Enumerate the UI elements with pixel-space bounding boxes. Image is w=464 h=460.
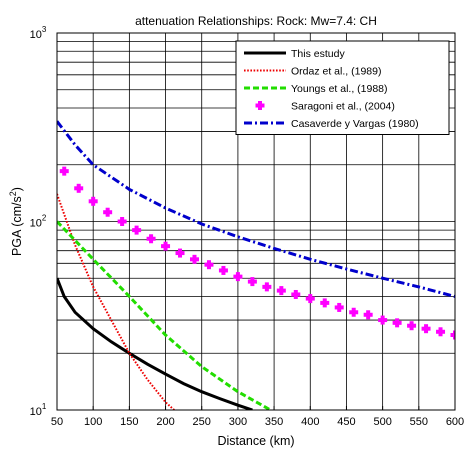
data-point: [161, 241, 171, 251]
series-saragoni-et-al-2004: [59, 166, 455, 340]
y-axis-label-main: PGA (cm/s: [10, 196, 24, 256]
legend-item: Youngs et al., (1988): [244, 83, 388, 95]
plot-frame: [56, 32, 456, 411]
legend-item: Casaverde y Vargas (1980): [244, 118, 419, 130]
y-tick-exp: 2: [42, 214, 47, 223]
x-tick-label: 600: [446, 416, 464, 428]
y-tick-label: 101: [30, 402, 47, 418]
y-tick-label: 103: [30, 25, 47, 41]
data-point: [218, 265, 228, 275]
data-point: [291, 289, 301, 299]
y-axis-label-end: ): [10, 187, 24, 191]
data-point: [189, 254, 199, 264]
x-tick-label: 50: [51, 416, 63, 428]
x-tick-label: 500: [373, 416, 391, 428]
x-tick-label: 450: [337, 416, 355, 428]
legend-item: Saragoni et al., (2004): [255, 101, 395, 113]
series-youngs-et-al-1988-line: [57, 220, 272, 410]
data-point: [204, 260, 214, 270]
series-ordaz-et-al-1989-line: [57, 193, 175, 410]
data-point: [421, 324, 431, 334]
legend-marker: [255, 101, 265, 110]
data-point: [132, 225, 142, 235]
legend-item: This estudy: [244, 48, 345, 60]
data-point: [407, 321, 417, 331]
series-this-estudy-line: [57, 277, 253, 410]
legend: This estudy Ordaz et al., (1989) Youngs et…: [235, 40, 450, 135]
x-tick-label: 150: [120, 416, 138, 428]
series-layer: [57, 120, 455, 410]
chart-title: attenuation Relationships: Rock: Mw=7.4:…: [135, 14, 377, 28]
data-point: [320, 298, 330, 308]
x-tick-label: 350: [265, 416, 283, 428]
x-tick-label: 550: [410, 416, 428, 428]
x-axis-ticks: 50 100 150 200 250 300 350 400 450 500 550 600: [51, 406, 464, 428]
y-tick-exp: 3: [42, 25, 47, 34]
x-tick-label: 200: [156, 416, 174, 428]
data-point: [233, 272, 243, 282]
data-point: [450, 330, 455, 340]
data-point: [378, 315, 388, 325]
data-point: [363, 310, 373, 320]
legend-label: Casaverde y Vargas (1980): [291, 118, 419, 130]
x-tick-label: 100: [84, 416, 102, 428]
y-tick-exp: 1: [42, 402, 47, 411]
data-point: [146, 234, 156, 244]
legend-item: Ordaz et al., (1989): [244, 66, 381, 78]
data-point: [117, 217, 127, 226]
legend-label: Saragoni et al., (2004): [291, 101, 395, 113]
y-tick-base: 10: [30, 29, 42, 41]
y-axis-label-exp: 2: [8, 191, 18, 196]
data-point: [59, 166, 69, 176]
y-tick-label: 102: [30, 214, 47, 230]
data-point: [305, 294, 315, 304]
legend-label: Youngs et al., (1988): [291, 83, 388, 95]
data-point: [349, 307, 359, 317]
x-axis-label: Distance (km): [217, 434, 294, 448]
data-point: [175, 248, 185, 258]
y-axis-label: PGA (cm/s2): [8, 187, 24, 256]
data-point: [392, 318, 402, 328]
legend-label: This estudy: [291, 48, 345, 60]
y-tick-base: 10: [30, 406, 42, 418]
data-point: [88, 196, 98, 206]
x-tick-label: 300: [229, 416, 247, 428]
y-tick-base: 10: [30, 218, 42, 230]
x-tick-label: 250: [193, 416, 211, 428]
data-point: [276, 286, 286, 296]
data-point: [334, 302, 344, 312]
data-point: [103, 207, 113, 217]
data-point: [247, 277, 257, 287]
data-point: [436, 327, 446, 337]
data-point: [74, 183, 84, 193]
data-point: [262, 282, 272, 292]
legend-label: Ordaz et al., (1989): [291, 66, 381, 78]
series-casaverde-y-vargas-1980-line: [57, 120, 455, 298]
x-tick-label: 400: [301, 416, 319, 428]
